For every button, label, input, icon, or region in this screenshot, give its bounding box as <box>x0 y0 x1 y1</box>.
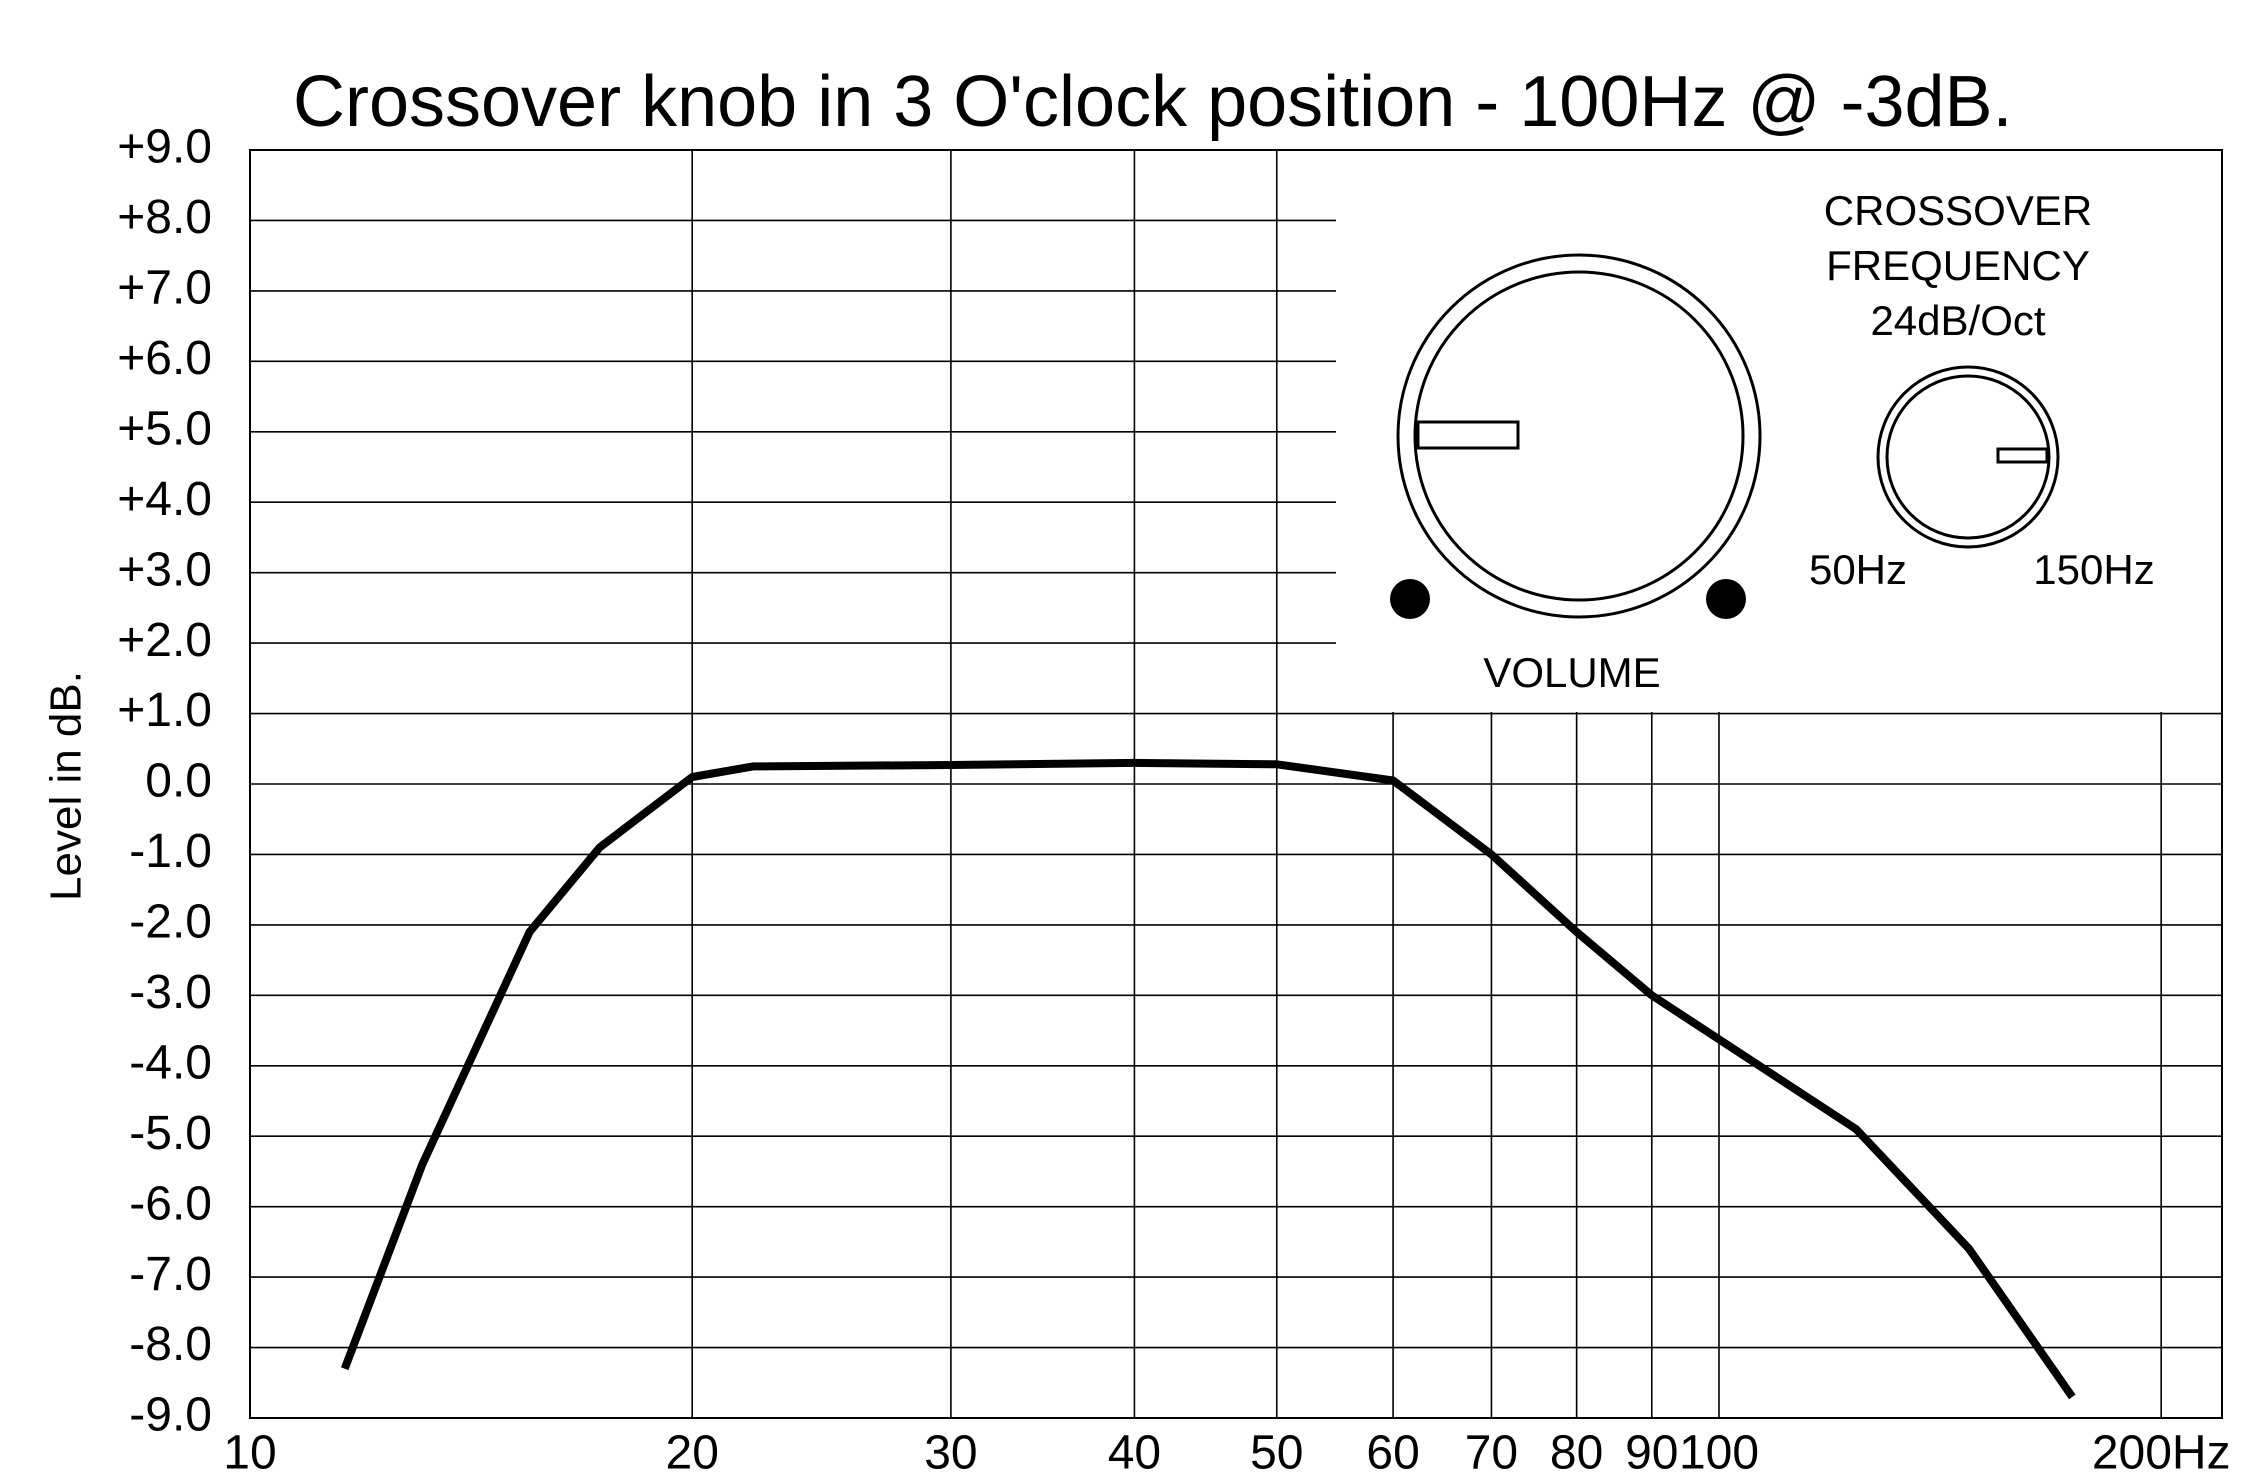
y-tick-label: +6.0 <box>117 332 212 385</box>
y-tick-label: +8.0 <box>117 191 212 244</box>
x-tick-label: 60 <box>1366 1427 1419 1479</box>
x-tick-label: 90 <box>1625 1427 1678 1479</box>
annotation: VOLUME <box>1483 649 1660 696</box>
y-tick-label: +1.0 <box>117 684 212 737</box>
y-tick-label: +4.0 <box>117 473 212 526</box>
y-tick-label: +9.0 <box>117 121 212 174</box>
x-tick-label: 20 <box>666 1427 719 1479</box>
y-tick-label: -4.0 <box>129 1036 212 1089</box>
volume-max-dot <box>1706 579 1746 619</box>
crossover-indicator <box>1998 449 2047 462</box>
volume-min-dot <box>1390 579 1430 619</box>
annotation: 50Hz <box>1809 546 1907 593</box>
y-tick-label: -9.0 <box>129 1389 212 1442</box>
x-tick-label: 200Hz <box>2092 1427 2231 1479</box>
y-tick-label: -2.0 <box>129 896 212 949</box>
y-tick-label: -8.0 <box>129 1318 212 1371</box>
y-tick-label: +7.0 <box>117 262 212 315</box>
y-tick-label: 0.0 <box>145 755 212 808</box>
y-tick-label: +3.0 <box>117 543 212 596</box>
chart-title: Crossover knob in 3 O'clock position - 1… <box>293 62 2013 142</box>
x-tick-label: 70 <box>1465 1427 1518 1479</box>
y-tick-label: -3.0 <box>129 966 212 1019</box>
y-axis-label: Level in dB. <box>42 671 91 901</box>
annotation: 150Hz <box>2033 546 2154 593</box>
y-tick-label: -5.0 <box>129 1107 212 1160</box>
x-tick-label: 100 <box>1679 1427 1759 1479</box>
x-tick-label: 10 <box>223 1427 276 1479</box>
annotation: 24dB/Oct <box>1870 297 2045 344</box>
chart: CROSSOVER FREQUENCY 24dB/Oct 50Hz 150Hz … <box>0 0 2241 1479</box>
y-tick-label: -1.0 <box>129 825 212 878</box>
x-tick-label: 50 <box>1250 1427 1303 1479</box>
annotation: FREQUENCY <box>1826 242 2090 289</box>
y-tick-label: +5.0 <box>117 402 212 455</box>
x-tick-label: 30 <box>924 1427 977 1479</box>
x-tick-label: 40 <box>1108 1427 1161 1479</box>
control-panel: CROSSOVER FREQUENCY 24dB/Oct 50Hz 150Hz … <box>1336 151 2221 712</box>
y-tick-label: -6.0 <box>129 1177 212 1230</box>
y-tick-label: -7.0 <box>129 1248 212 1301</box>
page: CROSSOVER FREQUENCY 24dB/Oct 50Hz 150Hz … <box>0 0 2241 1479</box>
x-tick-label: 80 <box>1550 1427 1603 1479</box>
annotation: CROSSOVER <box>1824 187 2092 234</box>
volume-indicator <box>1418 422 1518 448</box>
y-tick-label: +2.0 <box>117 614 212 667</box>
